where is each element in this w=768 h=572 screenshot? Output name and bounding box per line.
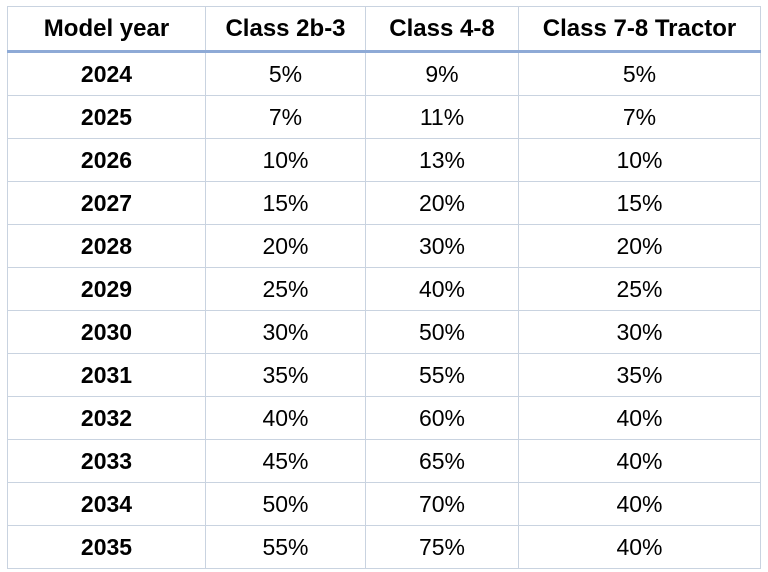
table-row: 2033 45% 65% 40% [7, 439, 761, 483]
class-4-8-cell: 11% [365, 95, 519, 139]
table-row: 2030 30% 50% 30% [7, 310, 761, 354]
class-2b-3-cell: 10% [205, 138, 366, 182]
class-7-8-tractor-cell: 40% [518, 482, 761, 526]
class-7-8-tractor-cell: 5% [518, 51, 761, 96]
class-4-8-cell: 55% [365, 353, 519, 397]
class-4-8-cell: 13% [365, 138, 519, 182]
class-2b-3-cell: 50% [205, 482, 366, 526]
class-7-8-tractor-cell: 15% [518, 181, 761, 225]
table-header: Model year Class 2b-3 Class 4-8 Class 7-… [7, 6, 761, 53]
model-year-cell: 2033 [7, 439, 206, 483]
table-row: 2029 25% 40% 25% [7, 267, 761, 311]
table-row: 2028 20% 30% 20% [7, 224, 761, 268]
class-4-8-cell: 20% [365, 181, 519, 225]
class-7-8-tractor-cell: 35% [518, 353, 761, 397]
class-2b-3-cell: 45% [205, 439, 366, 483]
table-row: 2026 10% 13% 10% [7, 138, 761, 182]
model-year-cell: 2035 [7, 525, 206, 569]
table-row: 2031 35% 55% 35% [7, 353, 761, 397]
class-2b-3-cell: 20% [205, 224, 366, 268]
table-row: 2034 50% 70% 40% [7, 482, 761, 526]
model-year-cell: 2034 [7, 482, 206, 526]
table-row: 2025 7% 11% 7% [7, 95, 761, 139]
model-year-cell: 2025 [7, 95, 206, 139]
column-header-class-7-8-tractor: Class 7-8 Tractor [518, 6, 761, 53]
header-row: Model year Class 2b-3 Class 4-8 Class 7-… [7, 6, 761, 53]
class-7-8-tractor-cell: 30% [518, 310, 761, 354]
class-2b-3-cell: 15% [205, 181, 366, 225]
model-year-cell: 2029 [7, 267, 206, 311]
data-table-container: Model year Class 2b-3 Class 4-8 Class 7-… [7, 6, 761, 569]
class-4-8-cell: 30% [365, 224, 519, 268]
class-7-8-tractor-cell: 40% [518, 439, 761, 483]
class-2b-3-cell: 35% [205, 353, 366, 397]
model-year-cell: 2027 [7, 181, 206, 225]
class-7-8-tractor-cell: 10% [518, 138, 761, 182]
class-4-8-cell: 40% [365, 267, 519, 311]
class-4-8-cell: 60% [365, 396, 519, 440]
model-year-cell: 2026 [7, 138, 206, 182]
class-4-8-cell: 70% [365, 482, 519, 526]
model-year-cell: 2024 [7, 51, 206, 96]
class-7-8-tractor-cell: 25% [518, 267, 761, 311]
class-2b-3-cell: 5% [205, 51, 366, 96]
class-2b-3-cell: 40% [205, 396, 366, 440]
class-7-8-tractor-cell: 7% [518, 95, 761, 139]
column-header-class-2b-3: Class 2b-3 [205, 6, 366, 53]
model-year-cell: 2031 [7, 353, 206, 397]
data-table: Model year Class 2b-3 Class 4-8 Class 7-… [7, 6, 761, 569]
class-4-8-cell: 65% [365, 439, 519, 483]
table-row: 2035 55% 75% 40% [7, 525, 761, 569]
model-year-cell: 2030 [7, 310, 206, 354]
class-2b-3-cell: 25% [205, 267, 366, 311]
column-header-class-4-8: Class 4-8 [365, 6, 519, 53]
table-row: 2027 15% 20% 15% [7, 181, 761, 225]
column-header-model-year: Model year [7, 6, 206, 53]
table-body: 2024 5% 9% 5% 2025 7% 11% 7% 2026 10% 13% 10% 2027 15… [7, 51, 761, 569]
class-4-8-cell: 50% [365, 310, 519, 354]
class-2b-3-cell: 30% [205, 310, 366, 354]
class-7-8-tractor-cell: 40% [518, 396, 761, 440]
class-2b-3-cell: 7% [205, 95, 366, 139]
model-year-cell: 2032 [7, 396, 206, 440]
class-7-8-tractor-cell: 40% [518, 525, 761, 569]
class-7-8-tractor-cell: 20% [518, 224, 761, 268]
class-4-8-cell: 9% [365, 51, 519, 96]
class-2b-3-cell: 55% [205, 525, 366, 569]
class-4-8-cell: 75% [365, 525, 519, 569]
table-row: 2032 40% 60% 40% [7, 396, 761, 440]
model-year-cell: 2028 [7, 224, 206, 268]
table-row: 2024 5% 9% 5% [7, 51, 761, 96]
